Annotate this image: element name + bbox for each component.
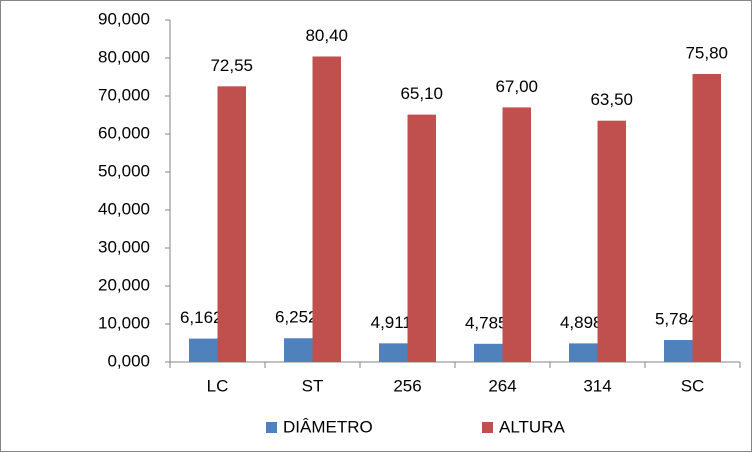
y-tick-label: 0,000 [107, 351, 150, 370]
bar [379, 343, 408, 362]
bar [692, 73, 721, 363]
legend-swatch [482, 422, 493, 433]
legend-label: ALTURA [499, 417, 565, 436]
value-label: 6,162 [180, 308, 223, 327]
y-tick-label: 50,000 [98, 161, 150, 180]
bar [474, 343, 503, 362]
value-label: 4,898 [560, 313, 603, 332]
bar [284, 338, 313, 362]
legend-swatch [266, 422, 277, 433]
y-tick-label: 30,000 [98, 237, 150, 256]
x-tick-label: 314 [583, 376, 611, 395]
x-tick-label: ST [302, 376, 324, 395]
y-tick-label: 20,000 [98, 275, 150, 294]
bar [189, 338, 218, 362]
y-tick-label: 90,000 [98, 9, 150, 28]
legend-label: DIÂMETRO [283, 417, 373, 436]
value-label: 65,10 [400, 84, 443, 103]
x-tick-label: 264 [488, 376, 516, 395]
y-tick-label: 70,000 [98, 85, 150, 104]
bar [664, 340, 693, 362]
x-tick-label: 256 [393, 376, 421, 395]
value-label: 67,00 [495, 77, 538, 96]
value-label: 80,40 [305, 26, 348, 45]
value-label: 75,80 [685, 43, 728, 62]
bar [312, 56, 341, 362]
y-tick-label: 40,000 [98, 199, 150, 218]
bar [569, 343, 598, 362]
value-label: 6,252 [275, 308, 318, 327]
value-label: 72,55 [210, 56, 253, 75]
x-tick-label: LC [207, 376, 229, 395]
value-label: 5,784 [655, 310, 698, 329]
bar [407, 114, 436, 363]
y-tick-label: 10,000 [98, 313, 150, 332]
value-label: 63,50 [590, 90, 633, 109]
value-label: 4,911 [371, 313, 412, 332]
value-label: 4,785 [465, 313, 508, 332]
x-tick-label: SC [681, 376, 705, 395]
bar [217, 86, 246, 362]
y-tick-label: 80,000 [98, 47, 150, 66]
y-tick-label: 60,000 [98, 123, 150, 142]
bar [502, 107, 531, 363]
bar [597, 120, 626, 362]
